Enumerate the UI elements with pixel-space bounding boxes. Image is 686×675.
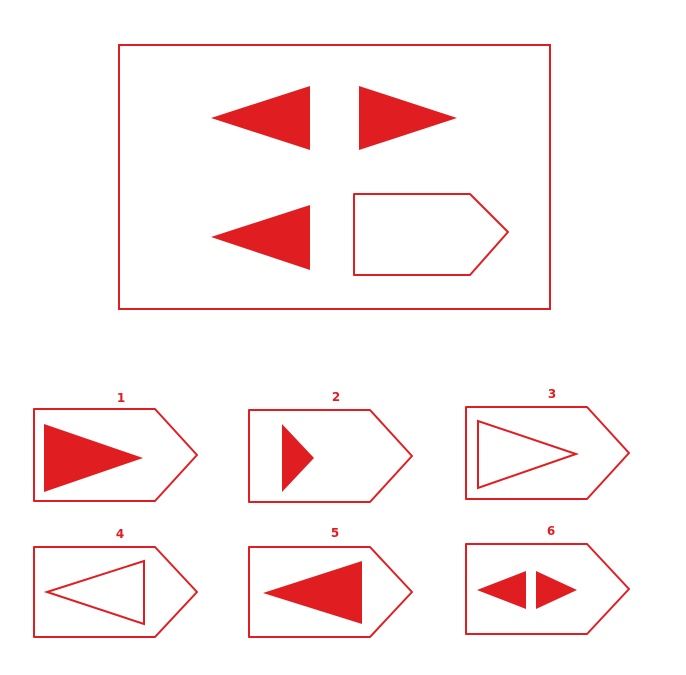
- option-4-number: 4: [116, 527, 124, 541]
- option-6-number: 6: [547, 524, 555, 538]
- option-5-tag-outline: [248, 546, 413, 638]
- option-1-solid-triangle-right: [44, 424, 143, 492]
- option-3[interactable]: 3: [465, 387, 630, 500]
- option-1-number: 1: [117, 391, 125, 405]
- option-4-outline-triangle-left: [43, 559, 145, 626]
- option-5[interactable]: 5: [248, 526, 413, 638]
- cell-2-solid-triangle-right: [359, 86, 457, 150]
- option-2-number: 2: [332, 390, 340, 404]
- option-2-tag-outline: [248, 409, 413, 503]
- option-4-tag-outline: [33, 546, 198, 638]
- option-6-small-solid-triangle-right: [536, 571, 577, 609]
- option-1[interactable]: 1: [33, 391, 198, 502]
- option-2-small-solid-triangle-right: [282, 424, 314, 492]
- option-6[interactable]: 6: [465, 524, 630, 635]
- option-3-number: 3: [548, 387, 556, 401]
- option-2[interactable]: 2: [248, 390, 413, 503]
- cell-3-solid-triangle-left: [211, 205, 310, 270]
- option-5-number: 5: [331, 526, 339, 540]
- option-4[interactable]: 4: [33, 527, 198, 638]
- option-3-tag-outline: [465, 406, 630, 500]
- option-3-outline-triangle-right: [477, 419, 580, 490]
- cell-4-blank-tag: [353, 193, 509, 276]
- option-6-small-solid-triangle-left: [477, 571, 526, 609]
- option-5-solid-triangle-left: [263, 561, 362, 624]
- option-1-tag-outline: [33, 408, 198, 502]
- option-6-tag-outline: [465, 543, 630, 635]
- cell-1-solid-triangle-left: [211, 86, 310, 150]
- puzzle-frame: [118, 44, 551, 310]
